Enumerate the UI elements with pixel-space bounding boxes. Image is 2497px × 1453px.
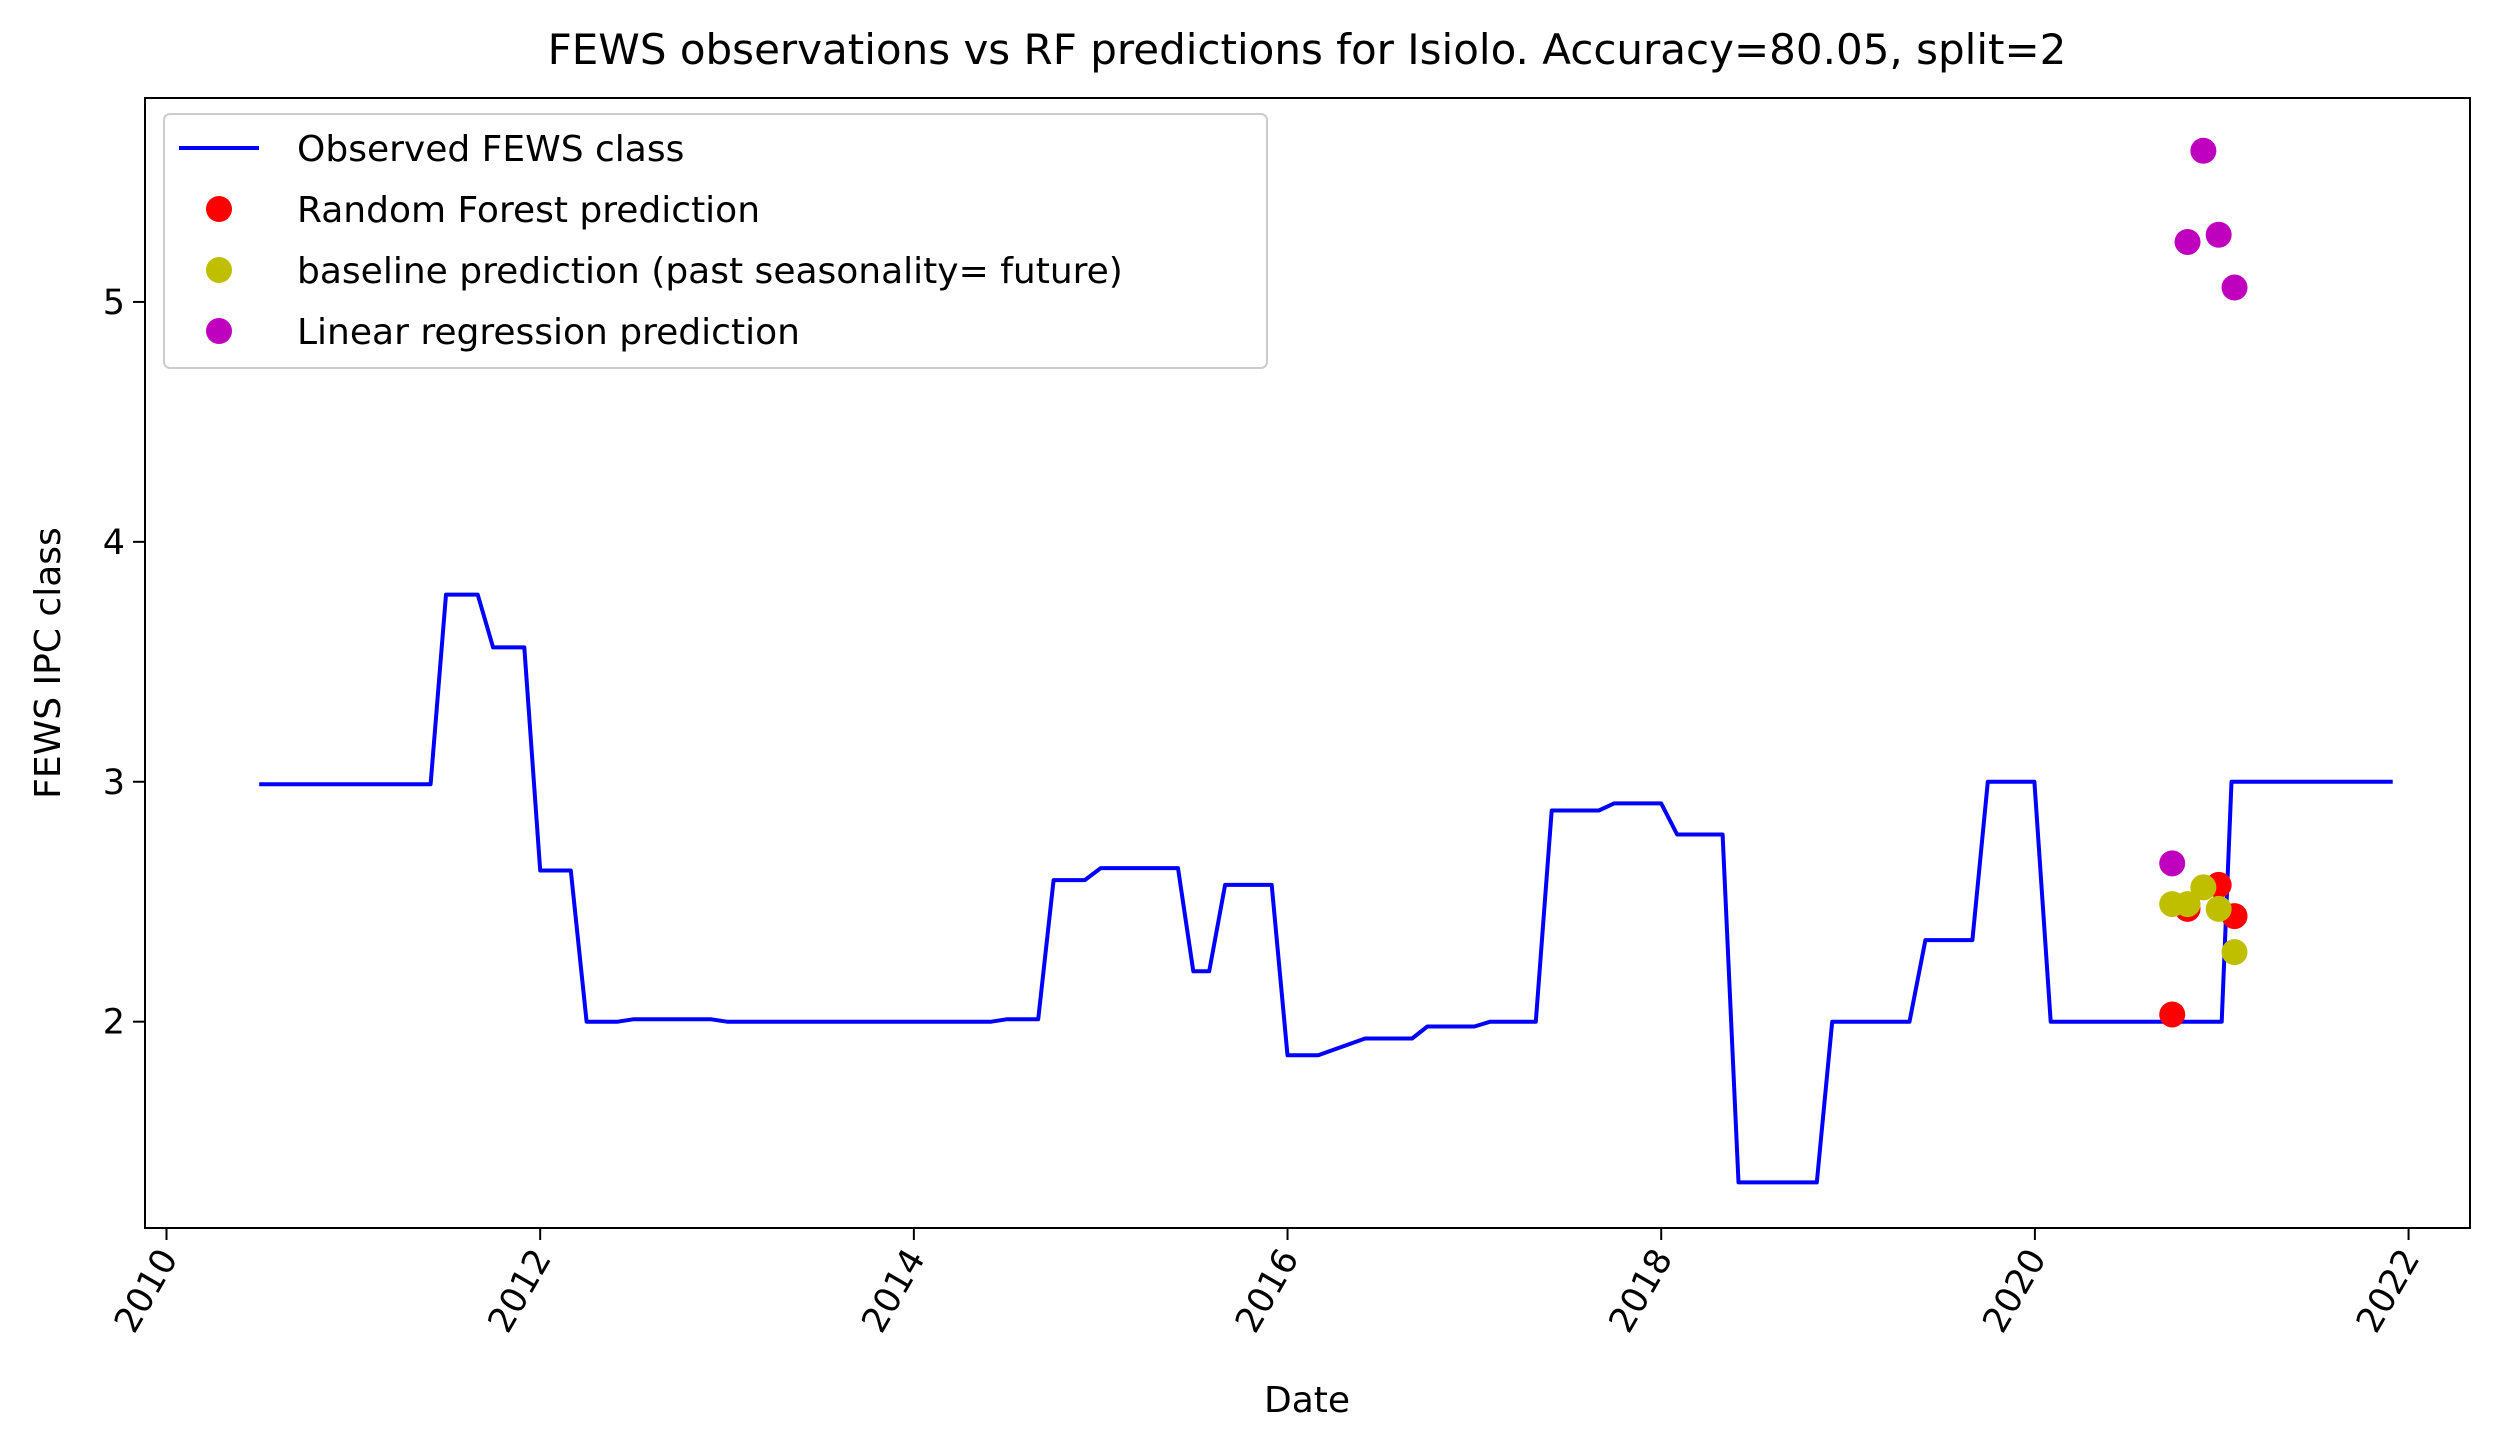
linreg-prediction-point xyxy=(2190,137,2217,164)
series-layer xyxy=(259,137,2393,1185)
y-tick-label: 4 xyxy=(103,523,125,563)
observed-fews-line xyxy=(259,592,2393,1185)
plot-area xyxy=(259,137,2393,1185)
baseline-prediction-point xyxy=(2174,891,2201,918)
baseline-prediction-point xyxy=(2221,939,2248,966)
legend-label: Linear regression prediction xyxy=(297,312,800,353)
legend-label: Observed FEWS class xyxy=(297,129,684,170)
linreg-prediction-point xyxy=(2221,274,2248,301)
y-tick-label: 3 xyxy=(103,763,125,803)
legend-marker-swatch xyxy=(206,196,232,222)
chart-title: FEWS observations vs RF predictions for … xyxy=(548,25,2067,74)
linreg-prediction-point xyxy=(2205,221,2232,248)
y-tick-label: 5 xyxy=(103,283,125,323)
legend-label: baseline prediction (past seasonality= f… xyxy=(297,251,1123,292)
legend-label: Random Forest prediction xyxy=(297,190,760,231)
y-axis: 2 3 4 5 xyxy=(103,283,145,1043)
y-axis-label: FEWS IPC class xyxy=(28,527,69,799)
plot-frame xyxy=(144,97,2471,1229)
rf-prediction-point xyxy=(2159,1001,2186,1028)
linreg-prediction-point xyxy=(2159,850,2186,877)
y-tick-label: 2 xyxy=(103,1003,125,1043)
baseline-prediction-point xyxy=(2190,874,2217,901)
legend-frame xyxy=(163,113,1268,369)
x-axis-label: Date xyxy=(1264,1380,1350,1421)
baseline-prediction-point xyxy=(2205,895,2232,922)
legend-marker-swatch xyxy=(206,257,232,283)
linreg-prediction-point xyxy=(2174,228,2201,255)
legend: Observed FEWS class Random Forest predict… xyxy=(163,113,1268,369)
legend-marker-swatch xyxy=(206,318,232,344)
